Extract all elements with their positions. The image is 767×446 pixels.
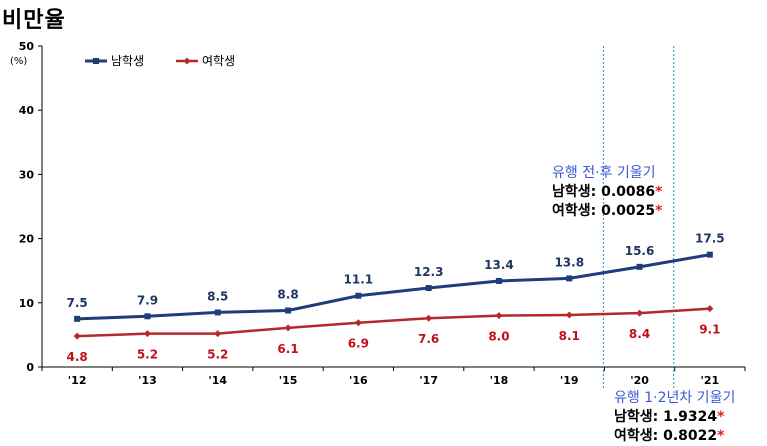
data-point-male	[425, 285, 432, 292]
data-point-female	[73, 332, 81, 340]
data-point-female	[284, 324, 292, 332]
annotation-heading: 유행 전·후 기울기	[552, 165, 656, 181]
x-tick-label: '14	[208, 374, 227, 387]
x-tick-label: '19	[560, 374, 579, 387]
data-point-female	[143, 330, 151, 338]
data-label-female: 8.0	[488, 330, 509, 344]
data-point-female	[354, 319, 362, 327]
x-tick-label: '15	[279, 374, 298, 387]
x-tick-label: '20	[630, 374, 649, 387]
data-point-male	[74, 315, 81, 322]
data-point-male	[144, 313, 151, 320]
y-tick-label: 10	[19, 297, 35, 310]
data-label-male: 8.5	[207, 289, 228, 303]
data-label-female: 6.1	[277, 342, 298, 356]
data-point-male	[355, 292, 362, 299]
data-point-male	[566, 275, 573, 282]
data-point-female	[495, 312, 503, 320]
data-label-male: 8.8	[277, 288, 298, 302]
data-label-male: 7.5	[67, 296, 88, 310]
series-line-female	[77, 307, 710, 338]
x-tick-label: '16	[349, 374, 368, 387]
y-tick-label: 20	[19, 233, 35, 246]
annotation-pandemic-years: 유행 1·2년차 기울기 남학생: 1.9324* 여학생: 0.8022*	[614, 389, 735, 446]
legend-marker-male	[93, 58, 99, 64]
data-label-male: 15.6	[625, 244, 655, 258]
data-point-male	[214, 309, 221, 316]
x-tick-label: '21	[701, 374, 720, 387]
data-point-male	[285, 307, 292, 314]
data-label-female: 9.1	[699, 323, 720, 337]
chart-title: 비만율	[2, 8, 66, 33]
y-tick-label: 40	[19, 104, 35, 117]
annotation-line-male: 남학생: 1.9324*	[614, 409, 725, 425]
y-tick-label: 30	[19, 168, 35, 181]
legend-marker-female	[183, 57, 191, 65]
annotation-heading: 유행 1·2년차 기울기	[614, 390, 736, 406]
annotation-pre-post: 유행 전·후 기울기 남학생: 0.0086* 여학생: 0.0025*	[552, 164, 662, 221]
data-point-female	[214, 330, 222, 338]
data-label-male: 17.5	[695, 232, 725, 246]
legend-label-female: 여학생	[202, 54, 235, 68]
data-label-male: 13.8	[554, 255, 584, 269]
annotation-line-male: 남학생: 0.0086*	[552, 184, 663, 200]
annotation-line-female: 여학생: 0.0025*	[552, 203, 663, 219]
data-label-male: 12.3	[414, 265, 444, 279]
legend-label-male: 남학생	[111, 54, 144, 68]
y-tick-label: 0	[26, 361, 34, 374]
data-label-female: 6.9	[348, 337, 369, 351]
x-tick-label: '18	[490, 374, 509, 387]
data-point-female	[565, 311, 573, 319]
data-label-male: 11.1	[344, 273, 374, 287]
data-label-female: 5.2	[207, 348, 228, 362]
data-point-male	[495, 277, 502, 284]
data-point-male	[636, 263, 643, 270]
data-label-female: 5.2	[137, 348, 158, 362]
data-point-female	[636, 309, 644, 317]
x-tick-label: '17	[419, 374, 438, 387]
x-tick-label: '13	[138, 374, 157, 387]
data-label-female: 4.8	[67, 350, 88, 364]
y-axis-unit: (%)	[10, 56, 28, 67]
data-point-female	[425, 314, 433, 322]
data-label-female: 8.4	[629, 327, 650, 341]
y-tick-label: 50	[19, 40, 35, 53]
data-label-male: 13.4	[484, 258, 514, 272]
data-label-female: 7.6	[418, 332, 439, 346]
x-tick-label: '12	[68, 374, 87, 387]
data-point-female	[706, 305, 714, 313]
series-line-male	[77, 253, 711, 321]
data-point-male	[706, 251, 713, 258]
annotation-line-female: 여학생: 0.8022*	[614, 428, 725, 444]
data-label-male: 7.9	[137, 293, 158, 307]
data-label-female: 8.1	[559, 329, 580, 343]
